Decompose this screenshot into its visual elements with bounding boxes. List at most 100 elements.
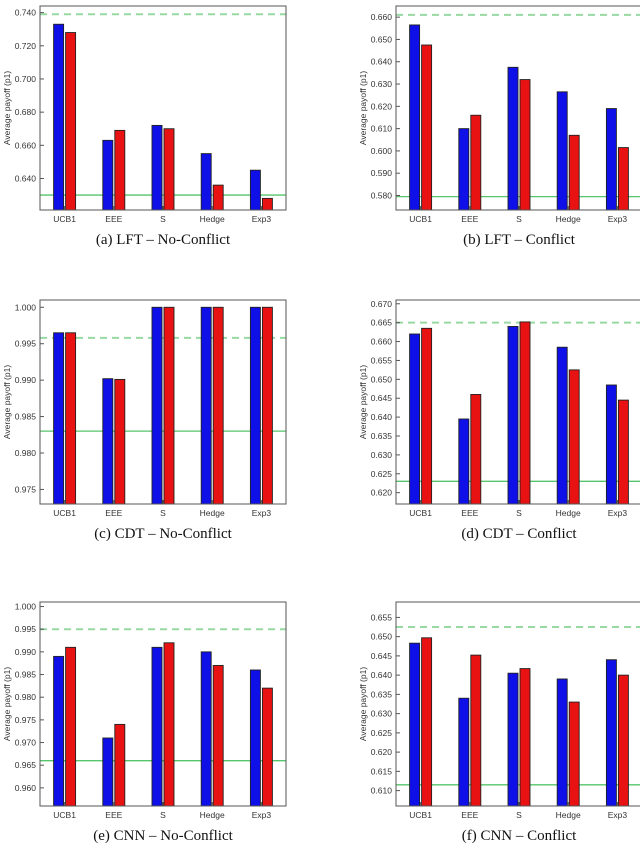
bar-exp3-red bbox=[617, 674, 629, 807]
x-tick-label: EEE bbox=[105, 508, 122, 518]
bar-hedge-blue bbox=[200, 651, 212, 807]
y-tick-label: 0.975 bbox=[15, 484, 37, 494]
x-tick-label: EEE bbox=[461, 508, 478, 518]
bar-exp3-blue bbox=[605, 384, 617, 505]
bar-hedge-red bbox=[212, 184, 224, 211]
x-tick-label: EEE bbox=[105, 214, 122, 224]
bar-s-blue bbox=[507, 672, 519, 807]
bar-s-red bbox=[163, 306, 175, 505]
x-tick-label: UCB1 bbox=[53, 810, 76, 820]
chart-c-canvas: 0.975 0.980 0.985 0.990 0.995 1.000 UCB1 EEE S He… bbox=[2, 299, 287, 518]
y-tick-label: 1.000 bbox=[15, 302, 37, 312]
bar-hedge-red bbox=[568, 369, 580, 505]
bar-ucb1-red bbox=[421, 327, 433, 505]
y-tick-label: 0.620 bbox=[371, 101, 393, 111]
bar-exp3-red bbox=[261, 197, 273, 211]
chart-f-caption: (f) CNN – Conflict bbox=[461, 828, 577, 844]
y-tick-label: 0.660 bbox=[371, 12, 393, 22]
bar-hedge-blue bbox=[200, 306, 212, 505]
y-tick-label: 0.660 bbox=[371, 337, 393, 347]
chart-f-canvas: 0.610 0.615 0.620 0.625 0.630 0.635 0.640 0.645… bbox=[358, 601, 640, 820]
chart-b-canvas: 0.580 0.590 0.600 0.610 0.620 0.630 0.640 0.650… bbox=[358, 5, 640, 224]
bar-exp3-blue bbox=[249, 169, 261, 211]
chart-d-canvas: 0.620 0.625 0.630 0.635 0.640 0.645 0.650 0.655… bbox=[358, 299, 640, 518]
x-tick-label: S bbox=[160, 810, 166, 820]
bar-hedge-red bbox=[568, 134, 580, 211]
bar-exp3-blue bbox=[605, 108, 617, 211]
bar-ucb1-red bbox=[65, 32, 77, 211]
bar-exp3-blue bbox=[249, 669, 261, 807]
chart-cell-d: 0.620 0.625 0.630 0.635 0.640 0.645 0.650 0.655… bbox=[320, 294, 640, 596]
bar-s-red bbox=[519, 321, 531, 505]
y-tick-label: 0.740 bbox=[15, 8, 37, 18]
bar-exp3-blue bbox=[249, 306, 261, 505]
y-tick-label: 0.965 bbox=[15, 760, 37, 770]
chart-cell-c: 0.975 0.980 0.985 0.990 0.995 1.000 UCB1 EEE S He… bbox=[0, 294, 320, 596]
chart-e: 0.960 0.965 0.970 0.975 0.980 0.985 0.990 0.995… bbox=[0, 596, 296, 845]
y-tick-label: 0.960 bbox=[15, 783, 37, 793]
chart-cell-a: 0.640 0.660 0.680 0.700 0.720 0.740 UCB1 EEE S He… bbox=[0, 0, 320, 294]
x-tick-label: S bbox=[160, 508, 166, 518]
y-axis-label: Average payoff (p1) bbox=[2, 365, 12, 440]
y-tick-label: 0.650 bbox=[371, 632, 393, 642]
bar-hedge-blue bbox=[200, 153, 212, 211]
y-tick-label: 0.610 bbox=[371, 786, 393, 796]
bar-eee-blue bbox=[458, 697, 470, 807]
chart-e-caption: (e) CNN – No-Conflict bbox=[93, 828, 233, 844]
bar-ucb1-blue bbox=[409, 333, 421, 505]
y-tick-label: 0.990 bbox=[15, 375, 37, 385]
plot-border bbox=[39, 299, 287, 505]
y-tick-label: 1.000 bbox=[15, 602, 37, 612]
y-tick-label: 0.655 bbox=[371, 612, 393, 622]
y-axis-label: Average payoff (p1) bbox=[358, 365, 368, 440]
y-tick-label: 0.625 bbox=[371, 728, 393, 738]
chart-b: 0.580 0.590 0.600 0.610 0.620 0.630 0.640 0.650… bbox=[356, 0, 640, 249]
y-axis-label: Average payoff (p1) bbox=[358, 71, 368, 146]
bar-s-blue bbox=[507, 66, 519, 211]
bar-eee-blue bbox=[102, 378, 114, 505]
bar-ucb1-red bbox=[421, 637, 433, 807]
y-axis-label: Average payoff (p1) bbox=[2, 667, 12, 742]
bar-eee-red bbox=[470, 114, 482, 211]
bar-ucb1-red bbox=[65, 646, 77, 807]
bar-eee-red bbox=[470, 393, 482, 505]
y-tick-label: 0.610 bbox=[371, 124, 393, 134]
y-tick-label: 0.620 bbox=[371, 747, 393, 757]
bar-s-red bbox=[163, 642, 175, 807]
y-tick-label: 0.615 bbox=[371, 766, 393, 776]
chart-f: 0.610 0.615 0.620 0.625 0.630 0.635 0.640 0.645… bbox=[356, 596, 640, 845]
chart-a-canvas: 0.640 0.660 0.680 0.700 0.720 0.740 UCB1 EEE S He… bbox=[2, 5, 287, 224]
x-tick-label: S bbox=[516, 810, 522, 820]
bar-exp3-red bbox=[261, 306, 273, 505]
y-tick-label: 0.590 bbox=[371, 168, 393, 178]
bar-hedge-blue bbox=[556, 346, 568, 505]
bar-ucb1-blue bbox=[53, 655, 65, 807]
chart-cell-b: 0.580 0.590 0.600 0.610 0.620 0.630 0.640 0.650… bbox=[320, 0, 640, 294]
y-tick-label: 0.670 bbox=[371, 299, 393, 309]
bar-hedge-blue bbox=[556, 91, 568, 211]
y-tick-label: 0.620 bbox=[371, 488, 393, 498]
bar-s-blue bbox=[151, 646, 163, 807]
y-tick-label: 0.630 bbox=[371, 79, 393, 89]
chart-d: 0.620 0.625 0.630 0.635 0.640 0.645 0.650 0.655… bbox=[356, 294, 640, 543]
bar-ucb1-blue bbox=[409, 642, 421, 807]
x-tick-label: UCB1 bbox=[53, 508, 76, 518]
bar-s-red bbox=[519, 668, 531, 807]
x-tick-label: Exp3 bbox=[608, 810, 628, 820]
bar-exp3-red bbox=[617, 399, 629, 505]
y-tick-label: 0.660 bbox=[15, 140, 37, 150]
x-tick-label: Exp3 bbox=[608, 214, 628, 224]
y-tick-label: 0.600 bbox=[371, 146, 393, 156]
bar-eee-red bbox=[114, 129, 126, 211]
x-tick-label: UCB1 bbox=[409, 214, 432, 224]
y-tick-label: 0.630 bbox=[371, 709, 393, 719]
y-tick-label: 0.640 bbox=[371, 57, 393, 67]
bar-eee-blue bbox=[458, 418, 470, 505]
y-tick-label: 0.665 bbox=[371, 318, 393, 328]
y-tick-label: 0.970 bbox=[15, 738, 37, 748]
bar-s-red bbox=[163, 128, 175, 211]
chart-c-caption: (c) CDT – No-Conflict bbox=[94, 526, 232, 542]
y-tick-label: 0.995 bbox=[15, 339, 37, 349]
x-tick-label: Exp3 bbox=[252, 508, 272, 518]
x-tick-label: Exp3 bbox=[252, 810, 272, 820]
